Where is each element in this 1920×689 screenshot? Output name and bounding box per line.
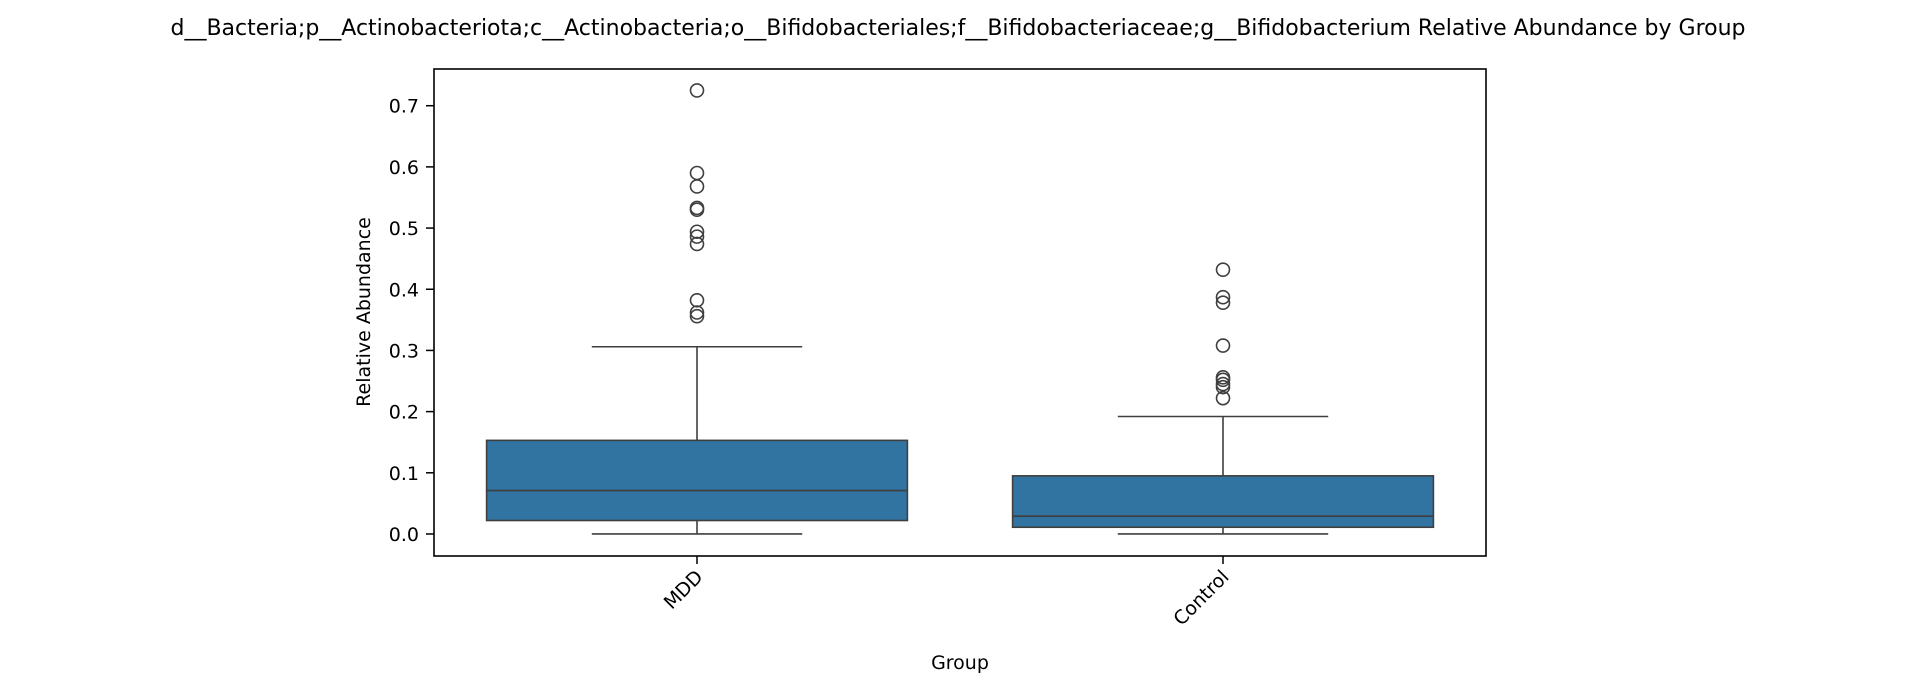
box-group-mdd bbox=[485, 83, 909, 535]
outlier-point bbox=[1215, 372, 1231, 388]
outlier-point bbox=[689, 236, 705, 252]
box-group-control bbox=[1011, 262, 1435, 535]
outlier-point bbox=[1215, 289, 1231, 305]
y-tick-label: 0.7 bbox=[389, 96, 419, 118]
y-tick-label: 0.3 bbox=[389, 340, 419, 362]
y-tick-label: 0.0 bbox=[389, 524, 419, 546]
y-tick-label: 0.6 bbox=[389, 157, 419, 179]
outlier-point bbox=[1215, 379, 1231, 395]
chart-title: d__Bacteria;p__Actinobacteriota;c__Actin… bbox=[170, 16, 1745, 41]
outlier-point bbox=[689, 179, 705, 194]
y-tick-label: 0.2 bbox=[389, 402, 419, 424]
boxplot-marks bbox=[485, 83, 1435, 535]
outlier-point bbox=[689, 308, 705, 324]
outlier-point bbox=[1215, 295, 1231, 311]
y-tick-label: 0.5 bbox=[389, 218, 419, 240]
outlier-point bbox=[689, 83, 705, 98]
outlier-point bbox=[1215, 262, 1231, 277]
plot-frame bbox=[433, 68, 1487, 557]
x-tick-label: MDD bbox=[660, 566, 708, 614]
outlier-point bbox=[1215, 390, 1231, 406]
outlier-point bbox=[1215, 338, 1231, 353]
iqr-box bbox=[1011, 475, 1435, 529]
x-tick-label: Control bbox=[1169, 566, 1233, 630]
y-tick-label: 0.4 bbox=[389, 279, 419, 301]
y-axis-label: Relative Abundance bbox=[353, 217, 375, 407]
outlier-point bbox=[689, 202, 705, 218]
iqr-box bbox=[485, 439, 909, 522]
y-tick-label: 0.1 bbox=[389, 463, 419, 485]
x-axis-label: Group bbox=[931, 652, 989, 674]
outlier-point bbox=[689, 229, 705, 244]
outlier-point bbox=[689, 305, 705, 320]
